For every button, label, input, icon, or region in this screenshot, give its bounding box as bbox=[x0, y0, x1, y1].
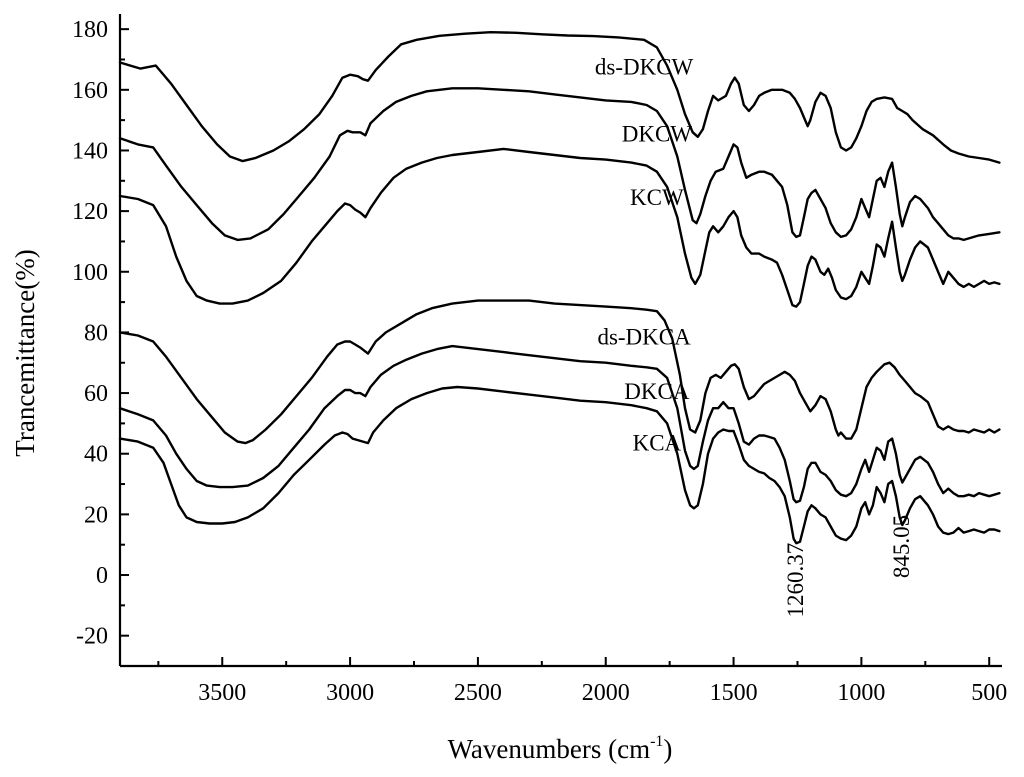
series-line-dkcw bbox=[118, 87, 1001, 242]
y-tick-label: 120 bbox=[72, 199, 108, 225]
peak-annotation: 845.05 bbox=[889, 515, 914, 578]
x-axis-title-superscript: -1 bbox=[650, 733, 663, 750]
y-tick-label: 80 bbox=[84, 320, 108, 346]
series-line-ds-dkcw bbox=[118, 31, 1001, 164]
x-tick-label: 2000 bbox=[582, 680, 630, 706]
axes: -20 0 20 40 60 80 100 120 140 160 180 3500 3000 2500 2… bbox=[72, 14, 1007, 706]
x-tick-label: 3000 bbox=[326, 680, 374, 706]
y-axis-title: Trancemittance(%) bbox=[10, 249, 40, 456]
peak-annotation: 1260.37 bbox=[783, 543, 808, 618]
plot-area: ds-DKCW DKCW KCW ds-DKCA DKCA KCA 1260.37 845.0… bbox=[118, 31, 1001, 618]
x-tick-label: 3500 bbox=[198, 680, 246, 706]
series-line-ds-dkca bbox=[118, 299, 1001, 445]
y-tick-label: 40 bbox=[84, 442, 108, 468]
series-label-kca: KCA bbox=[633, 431, 682, 456]
y-tick-label: 20 bbox=[84, 502, 108, 528]
x-axis-title: Wavenumbers (cm-1) bbox=[448, 733, 673, 764]
series-label-ds-dkcw: ds-DKCW bbox=[595, 55, 694, 80]
series-line-kcw bbox=[118, 147, 1001, 308]
y-tick-label: -20 bbox=[76, 624, 108, 650]
y-tick-label: 100 bbox=[72, 260, 108, 286]
series-line-kca bbox=[118, 385, 1001, 545]
x-tick-label: 1500 bbox=[710, 680, 758, 706]
y-tick-label: 160 bbox=[72, 78, 108, 104]
x-tick-label: 1000 bbox=[837, 680, 885, 706]
series-label-ds-dkca: ds-DKCA bbox=[597, 325, 691, 350]
series-label-kcw: KCW bbox=[630, 185, 684, 210]
series-line-dkca bbox=[118, 344, 1001, 504]
x-axis-title-main: Wavenumbers (cm bbox=[448, 734, 651, 764]
y-tick-label: 60 bbox=[84, 381, 108, 407]
x-tick-label: 500 bbox=[971, 680, 1007, 706]
x-axis-title-close: ) bbox=[663, 734, 672, 764]
series-label-dkca: DKCA bbox=[624, 379, 690, 404]
x-tick-label: 2500 bbox=[454, 680, 502, 706]
y-tick-label: 0 bbox=[96, 563, 108, 589]
y-tick-label: 140 bbox=[72, 138, 108, 164]
series-label-dkcw: DKCW bbox=[622, 121, 693, 146]
y-tick-label: 180 bbox=[72, 17, 108, 43]
